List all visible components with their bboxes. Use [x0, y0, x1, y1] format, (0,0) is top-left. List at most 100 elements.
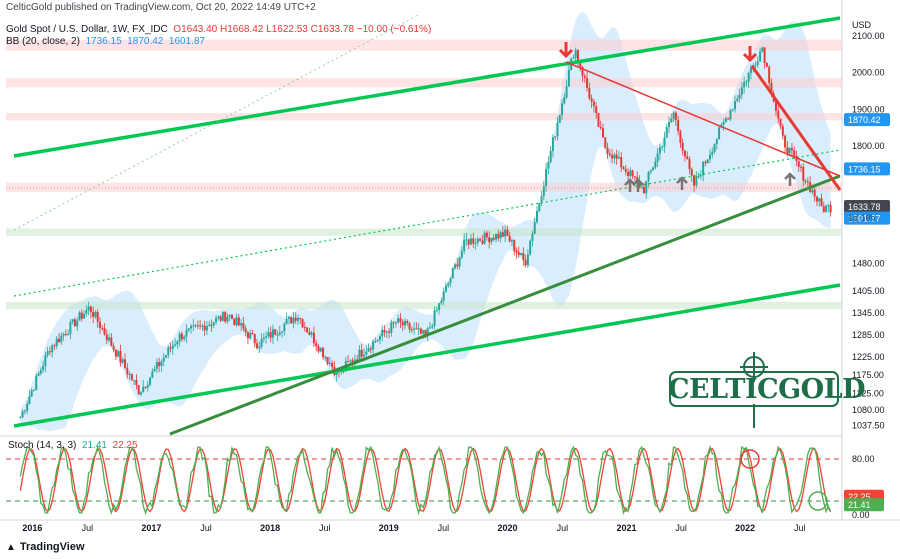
candle-body-241 — [567, 69, 570, 87]
candle-body-169 — [403, 320, 406, 326]
candle-body-215 — [508, 235, 511, 242]
candle-body-128 — [310, 332, 313, 335]
candle-body-232 — [547, 162, 550, 169]
candle-body-84 — [210, 324, 213, 326]
candle-body-66 — [169, 347, 172, 349]
x-tick-label: Jul — [82, 523, 94, 533]
candle-body-223 — [526, 254, 529, 266]
candle-body-5 — [30, 390, 33, 397]
stoch-label[interactable]: Stoch (14, 3, 3) — [8, 440, 77, 451]
candle-body-102 — [251, 333, 254, 335]
bb-label[interactable]: BB (20, close, 2) — [6, 36, 80, 47]
candle-body-135 — [326, 357, 329, 364]
candle-body-201 — [476, 238, 479, 243]
candle-body-115 — [281, 331, 284, 333]
candle-body-240 — [565, 86, 568, 98]
candle-body-46 — [124, 359, 127, 368]
candle-body-206 — [488, 237, 491, 243]
candle-body-221 — [522, 253, 525, 261]
candle-body-231 — [545, 168, 548, 187]
y-tick-label: 2100.00 — [852, 31, 885, 41]
y-tick-label: 1225.00 — [852, 352, 885, 362]
candle-body-121 — [294, 317, 297, 321]
candle-body-313 — [731, 109, 734, 111]
candle-body-196 — [465, 239, 468, 241]
candle-body-1 — [21, 411, 24, 418]
candle-body-147 — [353, 359, 356, 363]
candle-body-300 — [702, 161, 705, 176]
symbol-title[interactable]: Gold Spot / U.S. Dollar, 1W, FX_IDC — [6, 24, 168, 35]
candle-body-63 — [162, 357, 165, 362]
candle-body-113 — [276, 334, 279, 336]
candle-body-30 — [87, 306, 90, 311]
price-tag-1633.78: 1633.78 — [848, 202, 881, 212]
candle-body-43 — [117, 351, 120, 357]
candle-body-67 — [171, 345, 174, 349]
candle-body-160 — [383, 330, 386, 333]
candle-body-33 — [94, 311, 97, 318]
stoch-overbought-circle — [740, 449, 760, 469]
candle-body-238 — [561, 103, 564, 116]
candle-body-323 — [754, 64, 757, 66]
candle-body-21 — [67, 334, 70, 336]
candle-body-4 — [28, 396, 31, 405]
candle-body-132 — [319, 347, 322, 352]
candle-body-86 — [215, 318, 218, 323]
candle-body-287 — [672, 112, 675, 119]
candle-body-7 — [35, 375, 38, 390]
candle-body-230 — [542, 186, 545, 197]
candle-body-94 — [233, 318, 236, 325]
candle-body-211 — [499, 232, 502, 239]
candle-body-342 — [797, 160, 800, 167]
candle-body-134 — [324, 357, 327, 359]
candle-body-14 — [51, 345, 54, 353]
candle-body-227 — [535, 210, 538, 222]
candle-body-157 — [376, 339, 379, 342]
candle-body-93 — [230, 315, 233, 319]
candle-body-298 — [697, 176, 700, 178]
y-tick-label: 1175.00 — [852, 370, 884, 380]
candle-body-278 — [652, 167, 655, 171]
candle-body-303 — [708, 154, 711, 160]
tradingview-brand[interactable]: TradingView — [19, 541, 85, 553]
candle-body-271 — [636, 176, 639, 181]
candle-body-106 — [260, 339, 263, 347]
candle-body-262 — [615, 154, 618, 159]
candle-body-114 — [278, 332, 281, 335]
candle-body-203 — [481, 240, 484, 244]
candle-body-202 — [479, 238, 482, 241]
candle-body-294 — [688, 158, 691, 170]
candle-body-165 — [394, 322, 397, 324]
x-tick-label: Jul — [319, 523, 331, 533]
candle-body-222 — [524, 260, 527, 266]
candle-body-267 — [627, 171, 630, 177]
candle-body-276 — [647, 172, 650, 182]
candle-body-251 — [590, 98, 593, 102]
candle-body-180 — [429, 327, 432, 329]
candle-body-257 — [604, 137, 607, 148]
bb-header: BB (20, close, 2) 1736.15 1870.42 1601.8… — [6, 36, 205, 47]
candle-body-194 — [460, 250, 463, 258]
price-tag-1736.15: 1736.15 — [848, 164, 881, 174]
candle-body-53 — [139, 392, 142, 395]
candle-body-28 — [83, 313, 86, 319]
zone-4 — [6, 228, 842, 236]
stoch-oversold-circle — [808, 491, 828, 511]
y-tick-label: 1345.00 — [852, 308, 885, 318]
candle-body-284 — [665, 126, 668, 138]
price-tag-1601.87: 1601.87 — [848, 214, 881, 224]
candle-body-301 — [704, 161, 707, 163]
candle-body-70 — [178, 333, 181, 342]
candle-body-333 — [777, 110, 780, 119]
candle-body-174 — [415, 328, 418, 330]
y-tick-label: 1037.50 — [852, 421, 885, 431]
candle-body-310 — [724, 118, 727, 123]
candle-body-209 — [495, 234, 498, 240]
candle-body-248 — [583, 75, 586, 78]
candle-body-178 — [424, 329, 427, 336]
candle-body-71 — [180, 333, 183, 340]
candle-body-133 — [322, 347, 325, 358]
candle-body-328 — [765, 62, 768, 67]
x-tick-label: Jul — [675, 523, 687, 533]
